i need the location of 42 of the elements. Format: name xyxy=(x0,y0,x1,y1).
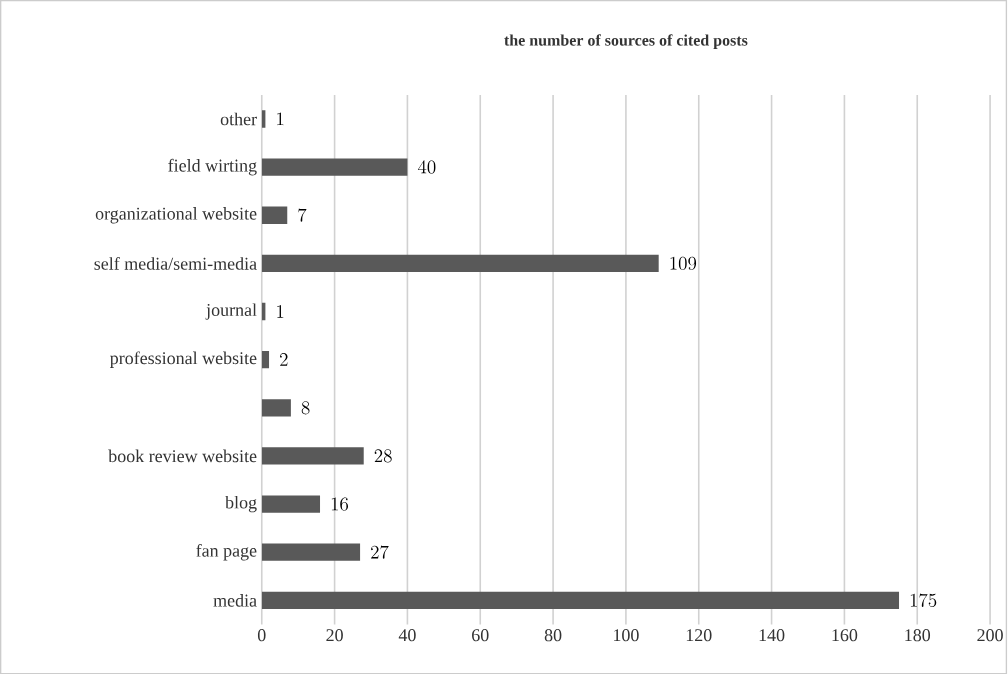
chart-title: the number of sources of cited posts xyxy=(504,34,748,49)
x-tick-label: 160 xyxy=(832,628,858,642)
data-label: 8 xyxy=(301,401,310,415)
x-tick-label: 140 xyxy=(759,628,785,642)
y-tick-label: journal xyxy=(205,303,257,320)
bar xyxy=(261,254,659,272)
bar xyxy=(261,447,364,465)
bar xyxy=(261,495,321,513)
x-tick-label: 80 xyxy=(544,628,562,642)
x-tick-label: 0 xyxy=(257,628,266,642)
x-tick-label: 20 xyxy=(326,628,343,642)
y-tick-label: blog xyxy=(225,495,257,513)
bar xyxy=(261,543,361,561)
bar xyxy=(261,591,900,609)
data-label: 2 xyxy=(280,352,288,366)
x-tick-label: 120 xyxy=(686,628,712,642)
x-tick-label: 60 xyxy=(472,628,489,642)
y-tick-label: field wirting xyxy=(168,158,257,176)
x-tick-label: 100 xyxy=(614,628,639,642)
data-label: 1 xyxy=(277,304,284,318)
bar xyxy=(261,158,408,176)
data-label: 16 xyxy=(331,497,349,511)
data-label: 1 xyxy=(277,112,284,125)
y-tick-label: organizational website xyxy=(95,206,257,224)
x-tick-label: 200 xyxy=(977,628,1003,642)
y-tick-label: other xyxy=(220,112,257,126)
bar xyxy=(261,206,288,224)
y-tick-label: self media/semi-media xyxy=(94,256,257,270)
y-tick-label: professional website xyxy=(110,351,257,368)
y-tick-label: fan page xyxy=(196,543,257,561)
y-tick-label: book review website xyxy=(108,449,257,463)
data-label: 7 xyxy=(298,208,307,222)
y-tick-label: media xyxy=(213,593,257,607)
data-label: 28 xyxy=(374,449,392,463)
data-label: 109 xyxy=(670,256,697,270)
bar xyxy=(261,350,270,369)
bar xyxy=(261,398,291,417)
x-tick-label: 40 xyxy=(398,628,416,642)
data-label: 27 xyxy=(371,545,389,559)
x-tick-label: 180 xyxy=(905,628,931,642)
data-label: 175 xyxy=(910,593,937,607)
data-label: 40 xyxy=(417,160,436,174)
